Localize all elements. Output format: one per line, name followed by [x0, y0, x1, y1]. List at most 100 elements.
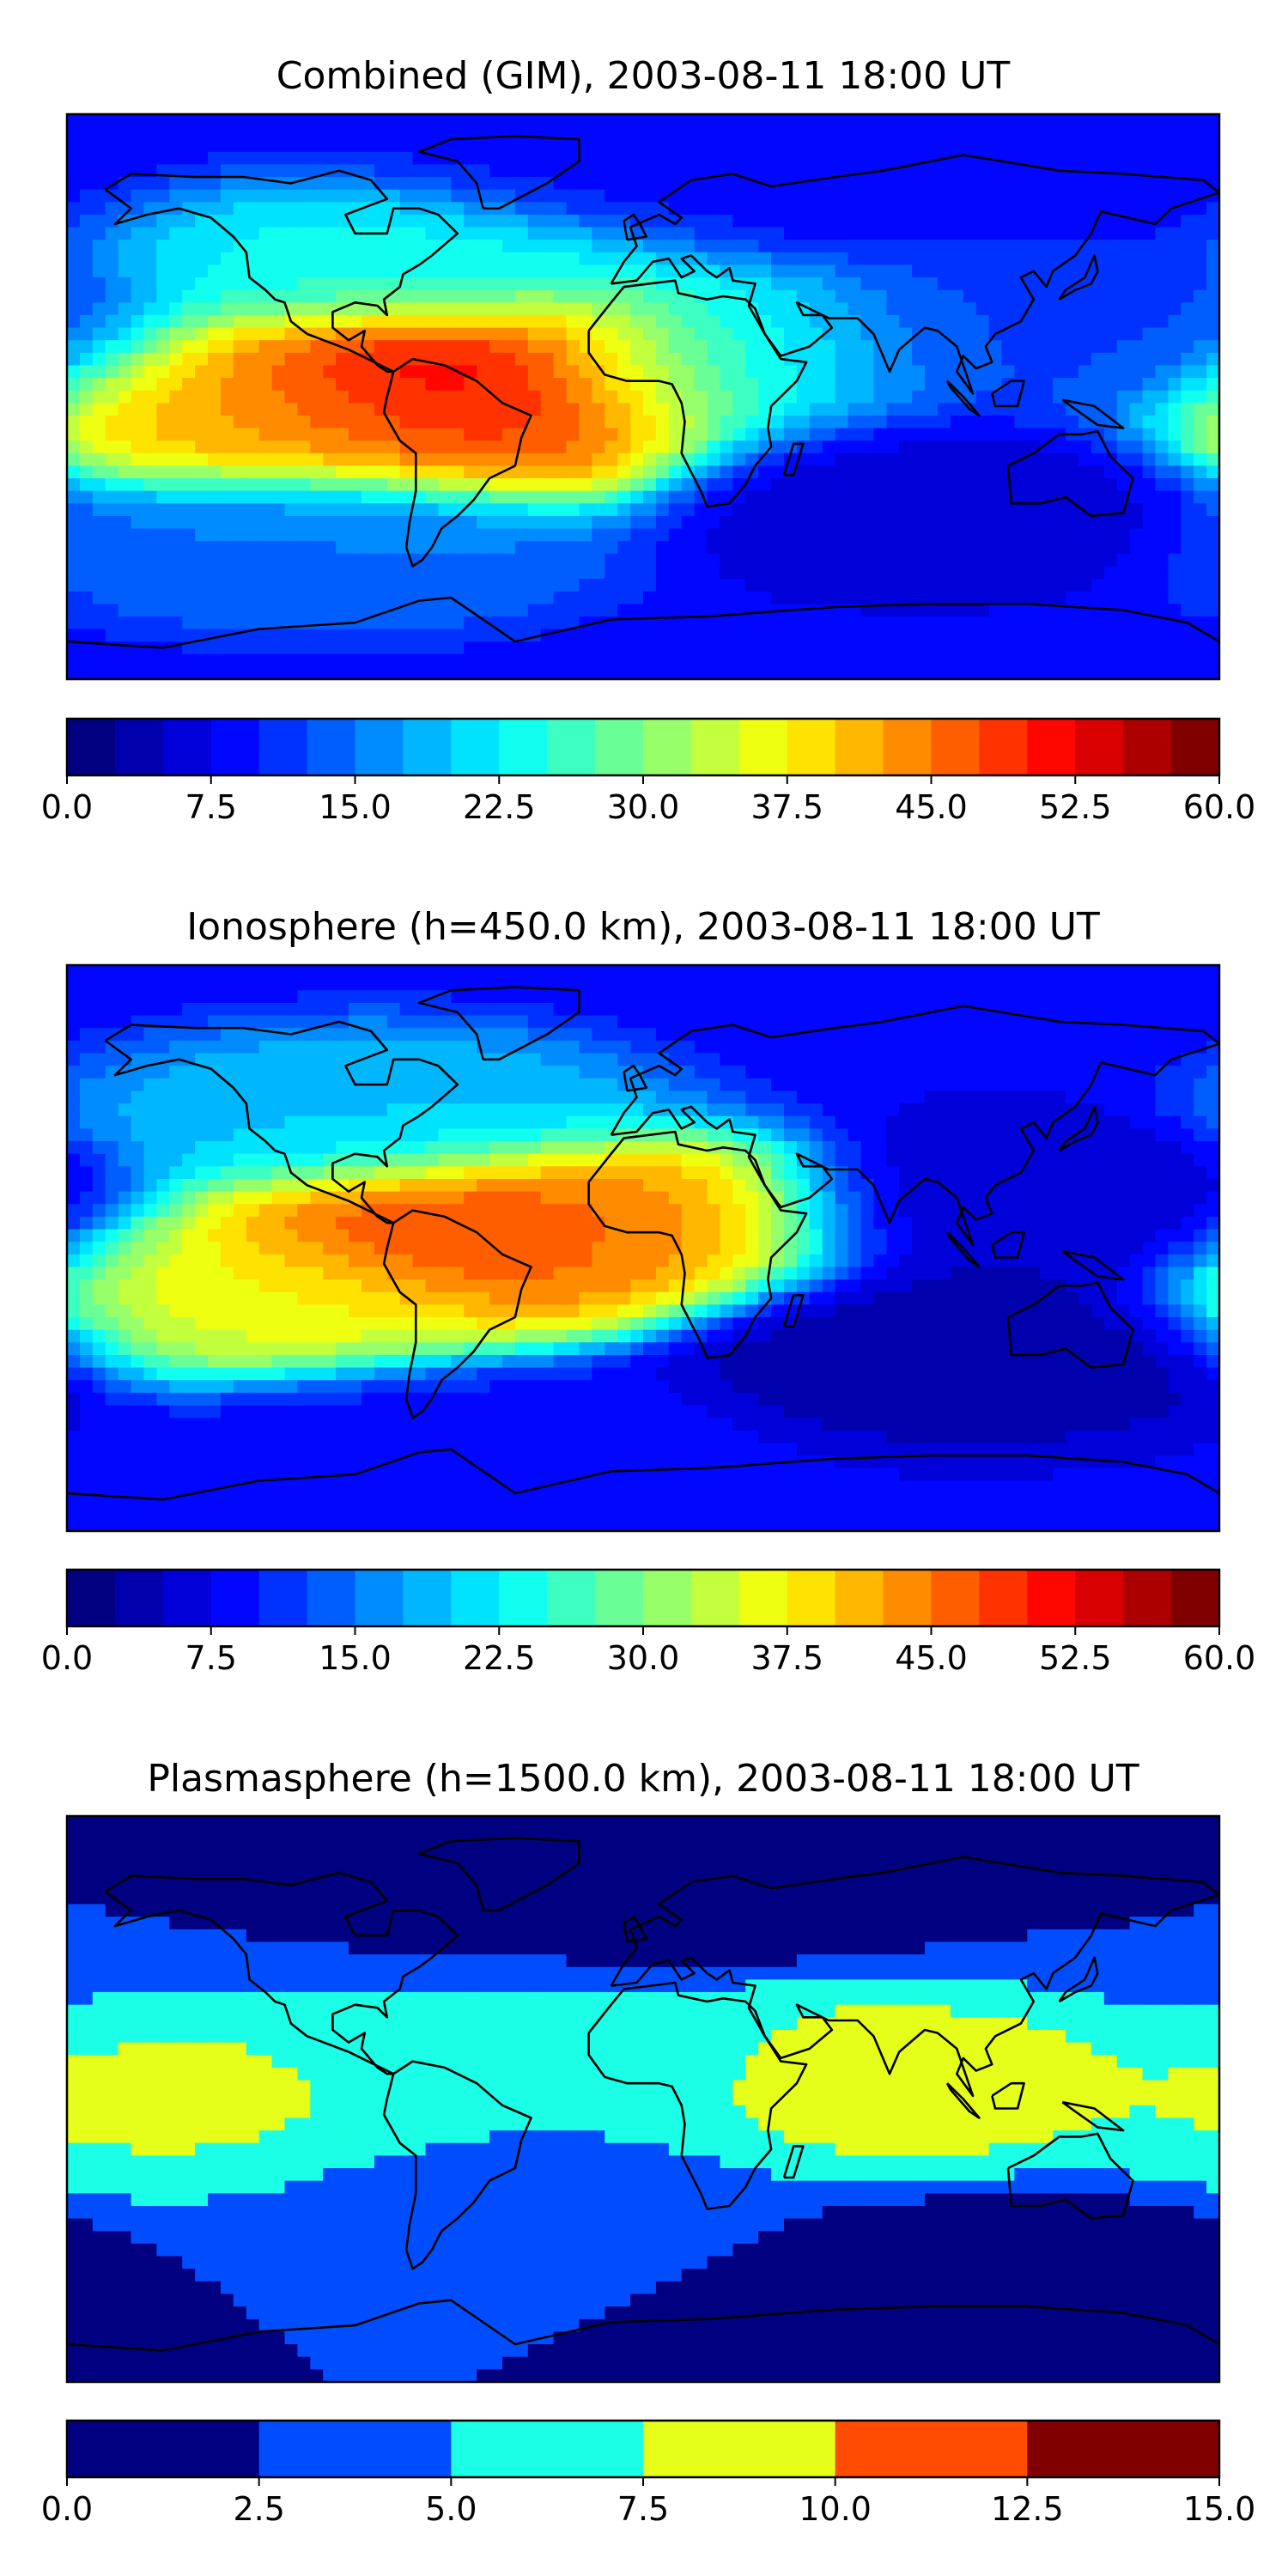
heat-cell: [1014, 465, 1028, 479]
heat-cell: [873, 264, 887, 278]
heat-cell: [975, 616, 990, 630]
heat-cell: [1155, 352, 1169, 367]
heat-cell: [732, 139, 746, 153]
heat-cell: [1001, 641, 1016, 655]
heat-cell: [592, 579, 605, 592]
heat-cell: [1103, 327, 1118, 341]
heat-cell: [758, 566, 772, 580]
heat-cell: [605, 566, 618, 580]
heat-cell: [336, 277, 349, 291]
heat-cell: [963, 465, 977, 479]
heat-cell: [822, 252, 836, 266]
heat-cell: [1066, 403, 1079, 416]
heat-cell: [143, 240, 157, 253]
heat-cell: [451, 1002, 465, 1017]
heat-cell: [323, 629, 337, 642]
heat-cell: [925, 1078, 939, 1092]
heat-cell: [1181, 1053, 1194, 1066]
heat-cell: [809, 629, 823, 642]
heat-cell: [514, 553, 529, 567]
heat-cell: [1027, 616, 1041, 630]
heat-cell: [707, 403, 721, 416]
heat-cell: [92, 151, 106, 166]
heat-cell: [912, 515, 926, 530]
heat-cell: [451, 240, 465, 253]
heat-cell: [1014, 1002, 1028, 1017]
heat-cell: [412, 227, 427, 240]
heat-cell: [412, 403, 427, 416]
heat-cell: [1091, 189, 1105, 203]
heat-cell: [169, 365, 183, 379]
heat-cell: [310, 515, 324, 530]
heat-cell: [195, 566, 209, 580]
heat-cell: [925, 252, 939, 266]
heat-cell: [988, 990, 1003, 1004]
heat-cell: [1027, 352, 1041, 367]
heat-cell: [566, 503, 580, 517]
heat-cell: [540, 378, 555, 392]
heat-cell: [323, 1028, 337, 1042]
heat-cell: [92, 252, 106, 266]
heat-cell: [1168, 653, 1182, 667]
heat-cell: [1129, 965, 1144, 979]
heat-cell: [1129, 189, 1144, 203]
heat-cell: [579, 227, 592, 240]
heat-cell: [1027, 990, 1041, 1004]
heat-cell: [630, 453, 644, 467]
heat-cell: [784, 553, 798, 567]
heat-cell: [336, 114, 349, 128]
heat-cell: [79, 440, 94, 454]
heat-cell: [284, 528, 298, 542]
heat-cell: [553, 403, 568, 416]
heat-cell: [694, 1002, 708, 1017]
heat-cell: [540, 289, 555, 303]
heat-cell: [169, 528, 183, 542]
heat-cell: [361, 289, 375, 303]
heat-cell: [195, 1028, 209, 1042]
heat-cell: [1181, 465, 1194, 479]
heat-cell: [182, 440, 196, 454]
heat-cell: [374, 1053, 388, 1066]
heat-cell: [131, 227, 145, 240]
heat-cell: [182, 591, 196, 605]
heat-cell: [720, 629, 733, 642]
heat-cell: [886, 139, 900, 153]
heat-cell: [579, 591, 592, 605]
heat-cell: [514, 1015, 529, 1029]
heat-cell: [464, 440, 477, 454]
heat-cell: [899, 1028, 913, 1042]
heat-cell: [131, 440, 145, 454]
heat-cell: [182, 616, 196, 630]
heat-cell: [1168, 490, 1182, 504]
heat-cell: [1066, 177, 1079, 191]
heat-cell: [169, 302, 183, 316]
heat-cell: [271, 1015, 286, 1029]
heat-cell: [92, 264, 106, 278]
heat-cell: [694, 428, 708, 441]
heat-cell: [169, 591, 183, 605]
heat-cell: [361, 240, 375, 253]
heat-cell: [694, 528, 708, 542]
heat-cell: [501, 415, 516, 429]
heat-cell: [79, 428, 94, 441]
heat-cell: [336, 503, 349, 517]
heat-cell: [988, 653, 1003, 667]
heat-cell: [105, 352, 119, 367]
heat-cell: [707, 1078, 721, 1092]
heat-cell: [208, 579, 222, 592]
heat-cell: [374, 1066, 388, 1079]
heat-cell: [451, 1040, 465, 1054]
heat-cell: [451, 214, 465, 228]
heat-cell: [451, 566, 465, 580]
heat-cell: [527, 365, 542, 379]
heat-cell: [605, 515, 618, 530]
heat-cell: [732, 114, 746, 128]
heat-cell: [323, 177, 337, 191]
heat-cell: [605, 352, 618, 367]
heat-cell: [233, 579, 247, 592]
heat-cell: [912, 1002, 926, 1017]
heat-cell: [835, 340, 849, 354]
heat-cell: [860, 340, 874, 354]
heat-cell: [655, 289, 670, 303]
